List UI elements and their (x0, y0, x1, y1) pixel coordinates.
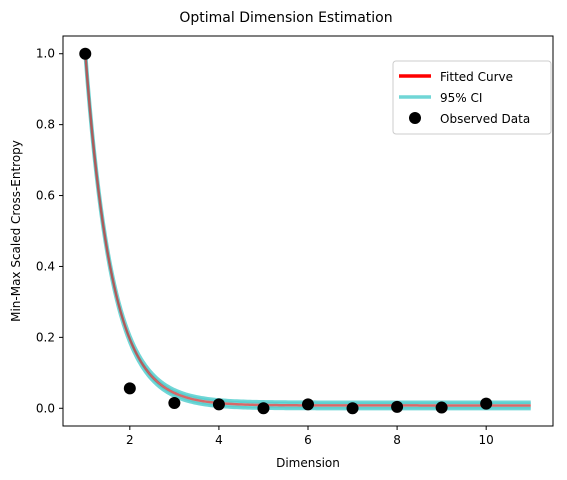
observed-point (436, 402, 448, 414)
legend-fitted-label: Fitted Curve (440, 70, 513, 84)
x-tick-label: 10 (479, 433, 494, 447)
legend: Fitted Curve 95% CI Observed Data (393, 61, 551, 134)
y-tick-label: 0.6 (36, 189, 55, 203)
y-tick-label: 0.0 (36, 401, 55, 415)
legend-observed-label: Observed Data (440, 112, 530, 126)
legend-observed-marker (409, 112, 421, 124)
y-tick-label: 0.8 (36, 118, 55, 132)
x-tick-label: 2 (126, 433, 134, 447)
observed-point (124, 382, 136, 394)
chart-title: Optimal Dimension Estimation (179, 10, 392, 26)
y-tick-label: 0.2 (36, 330, 55, 344)
observed-point (168, 397, 180, 409)
observed-point (480, 398, 492, 410)
x-tick-label: 8 (393, 433, 401, 447)
observed-point (79, 48, 91, 60)
x-tick-label: 6 (304, 433, 312, 447)
y-tick-label: 1.0 (36, 47, 55, 61)
observed-point (347, 402, 359, 414)
observed-point (391, 401, 403, 413)
observed-point (213, 398, 225, 410)
x-axis-label: Dimension (276, 456, 340, 470)
observed-point (257, 402, 269, 414)
y-tick-label: 0.4 (36, 259, 55, 273)
x-tick-label: 4 (215, 433, 223, 447)
observed-point (302, 398, 314, 410)
y-axis-label: Min-Max Scaled Cross-Entropy (9, 140, 23, 322)
legend-ci-label: 95% CI (440, 91, 482, 105)
